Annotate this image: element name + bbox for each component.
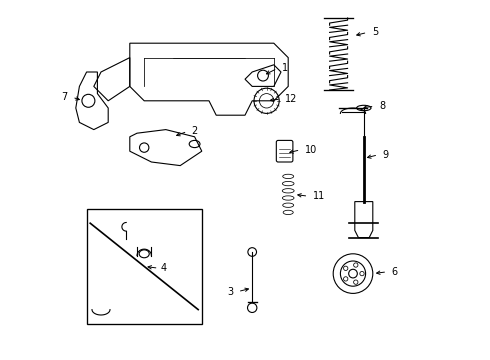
Text: 5: 5: [372, 27, 378, 37]
Text: 6: 6: [392, 267, 398, 277]
Text: 4: 4: [160, 263, 167, 273]
Text: 12: 12: [285, 94, 298, 104]
Text: 11: 11: [313, 191, 325, 201]
Text: 3: 3: [227, 287, 233, 297]
Text: 10: 10: [305, 145, 317, 155]
Text: 8: 8: [379, 101, 385, 111]
Text: 7: 7: [62, 92, 68, 102]
Text: 1: 1: [282, 63, 288, 73]
Text: 2: 2: [192, 126, 198, 136]
Text: 9: 9: [383, 150, 389, 160]
